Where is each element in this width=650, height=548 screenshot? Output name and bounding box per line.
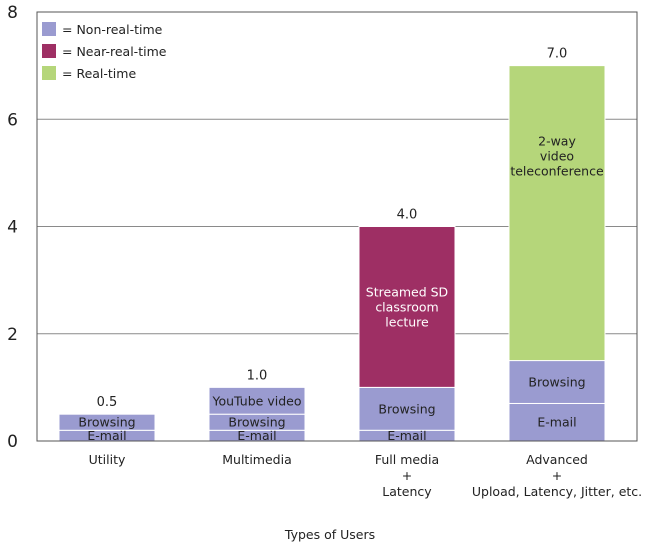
segment-label: E-mail	[237, 428, 276, 443]
y-tick-label: 4	[7, 218, 18, 238]
segment-label: E-mail	[537, 415, 576, 430]
bar-total-label: 1.0	[247, 368, 268, 383]
bar-segment	[508, 65, 606, 362]
legend: = Non-real-time = Near-real-time = Real-ti…	[42, 22, 167, 81]
y-tick-label: 0	[7, 432, 18, 452]
bar-segment	[208, 386, 306, 415]
legend-item: = Real-time	[42, 66, 136, 81]
segment-label: Browsing	[78, 415, 135, 430]
legend-swatch	[42, 22, 56, 36]
bar-segment	[358, 226, 456, 388]
legend-label: = Real-time	[62, 66, 136, 81]
bar-total-label: 4.0	[397, 208, 418, 223]
bar-total-label: 0.5	[97, 395, 118, 410]
category-label: Multimedia	[222, 452, 292, 467]
x-axis: Utility Multimedia Full media + Latency Advan…	[89, 452, 643, 542]
legend-swatch	[42, 66, 56, 80]
segment-label: Browsing	[228, 415, 285, 430]
legend-label: = Non-real-time	[62, 22, 163, 37]
legend-label: = Near-real-time	[62, 44, 167, 59]
bar-segment	[358, 386, 456, 431]
segment-label: Browsing	[528, 375, 585, 390]
y-tick-label: 2	[7, 325, 18, 345]
category-label: Advanced + Upload, Latency, Jitter, etc.	[472, 452, 642, 499]
y-tick-label: 6	[7, 110, 18, 130]
segment-label: Browsing	[378, 401, 435, 416]
segment-label: Streamed SD classroom lecture	[366, 284, 448, 329]
category-label: Full media + Latency	[375, 452, 439, 499]
legend-swatch	[42, 44, 56, 58]
plot-frame	[36, 11, 638, 442]
bar-stack: E-mail Browsing 2-way video teleconference 7.…	[508, 47, 606, 442]
bar-segment	[58, 413, 156, 431]
bar-stack: E-mail Browsing Streamed SD classroom lectur…	[358, 208, 456, 443]
y-axis: 0 2 4 6 8	[7, 3, 18, 452]
segment-label: E-mail	[387, 428, 426, 443]
x-axis-title: Types of Users	[284, 527, 375, 542]
segment-label: E-mail	[87, 428, 126, 443]
bar-total-label: 7.0	[547, 47, 568, 62]
y-tick-label: 8	[7, 3, 18, 23]
segment-label: 2-way video teleconference	[510, 134, 604, 179]
legend-item: = Non-real-time	[42, 22, 163, 37]
segment-label: YouTube video	[212, 393, 302, 408]
category-label: Utility	[89, 452, 126, 467]
legend-item: = Near-real-time	[42, 44, 167, 59]
